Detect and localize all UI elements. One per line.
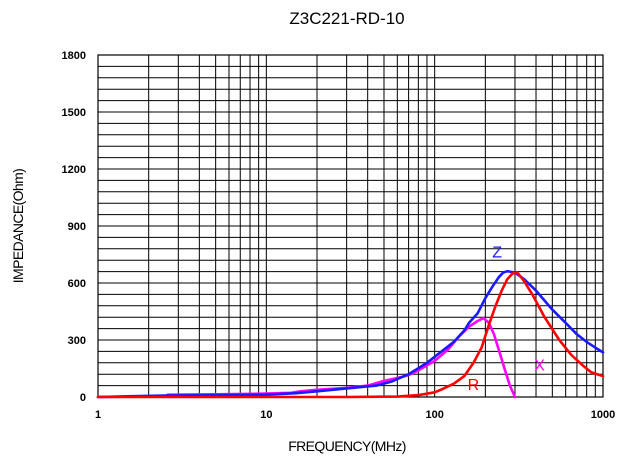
y-tick-label: 1200	[62, 164, 86, 176]
tick-labels: 0 300 600 900 1200 1500 1800 1 10 100 1000	[62, 50, 616, 421]
series-line-r	[96, 271, 605, 399]
series-label-z: Z	[492, 244, 502, 261]
chart-title: Z3C221-RD-10	[289, 9, 404, 28]
y-axis-label: IMPEDANCE(Ohm)	[10, 169, 26, 284]
series-line-z	[96, 269, 605, 399]
y-tick-label: 900	[68, 221, 86, 233]
y-tick-label: 1800	[62, 50, 86, 62]
x-tick-label: 1	[95, 409, 101, 421]
x-axis-label: FREQUENCY(MHz)	[288, 438, 406, 454]
x-tick-label: 10	[260, 409, 272, 421]
grid	[97, 54, 604, 398]
series-label-r: R	[468, 377, 480, 394]
x-tick-label: 1000	[591, 409, 615, 421]
series-label-x: X	[534, 357, 545, 374]
series-group	[96, 269, 605, 399]
y-tick-label: 300	[68, 335, 86, 347]
x-tick-label: 100	[425, 409, 443, 421]
series-labels: Z R X	[468, 244, 546, 393]
y-tick-label: 600	[68, 278, 86, 290]
y-tick-label: 0	[80, 392, 86, 404]
y-tick-label: 1500	[62, 107, 86, 119]
